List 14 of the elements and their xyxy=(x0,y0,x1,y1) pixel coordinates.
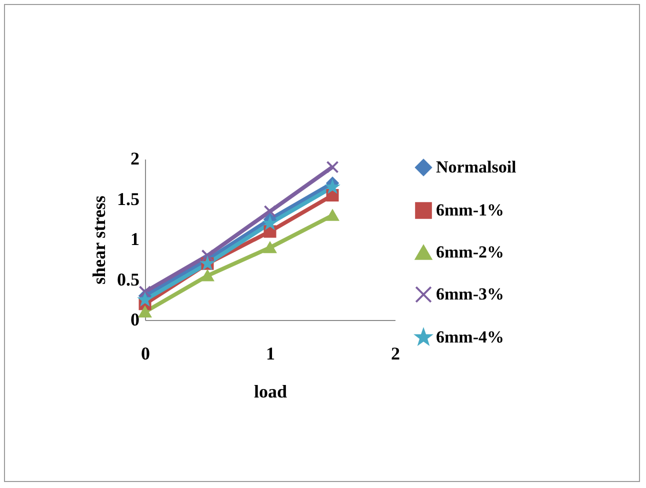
y-tick-label: 1.5 xyxy=(117,188,140,209)
y-tick-label: 0 xyxy=(130,310,140,330)
y-axis-title: shear stress xyxy=(89,196,109,284)
y-tick-label: 2 xyxy=(130,148,140,168)
x-tick-label: 2 xyxy=(391,344,400,364)
legend-label: Normalsoil xyxy=(436,158,517,176)
y-tick-label: 1 xyxy=(130,229,140,249)
legend-label: 6mm-3% xyxy=(436,284,504,304)
legend-label: 6mm-2% xyxy=(436,242,504,262)
x-tick-label: 1 xyxy=(266,344,275,364)
legend-label: 6mm-1% xyxy=(436,200,504,220)
x-axis-title: load xyxy=(254,382,288,402)
legend-label: 6mm-4% xyxy=(436,328,504,346)
y-tick-label: 0.5 xyxy=(117,269,140,290)
